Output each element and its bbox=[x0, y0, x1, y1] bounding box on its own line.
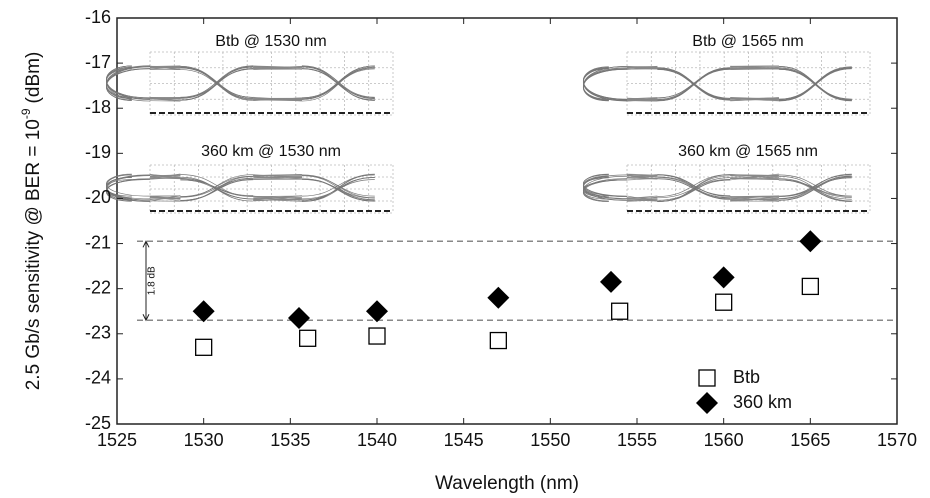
point bbox=[487, 287, 509, 309]
y-tick-label: -24 bbox=[85, 368, 111, 388]
inset-label: Btb @ 1530 nm bbox=[215, 33, 326, 50]
y-axis-label-unit: (dBm) bbox=[23, 52, 44, 104]
point bbox=[193, 300, 215, 322]
x-tick-label: 1530 bbox=[184, 430, 224, 450]
y-tick-label: -17 bbox=[85, 52, 111, 72]
y-tick-label: -22 bbox=[85, 277, 111, 297]
legend-label: 360 km bbox=[733, 392, 792, 412]
eye-trace bbox=[106, 69, 150, 100]
inset-label: 360 km @ 1530 nm bbox=[201, 143, 341, 160]
legend-marker bbox=[696, 392, 718, 414]
point bbox=[196, 339, 212, 355]
y-tick-label: -18 bbox=[85, 97, 111, 117]
y-axis-label-main: 2.5 Gb/s sensitivity @ BER = 10 bbox=[23, 119, 44, 390]
x-tick-label: 1570 bbox=[877, 430, 917, 450]
x-tick-label: 1550 bbox=[530, 430, 570, 450]
legend-marker bbox=[699, 370, 715, 386]
y-tick-label: -25 bbox=[85, 413, 111, 433]
x-tick-label: 1540 bbox=[357, 430, 397, 450]
y-axis-label: 2.5 Gb/s sensitivity @ BER = 10-9 (dBm) bbox=[19, 52, 44, 391]
point bbox=[288, 307, 310, 329]
y-tick-label: -16 bbox=[85, 7, 111, 27]
x-tick-label: 1525 bbox=[97, 430, 137, 450]
x-axis-label: Wavelength (nm) bbox=[435, 473, 579, 494]
point bbox=[713, 266, 735, 288]
point bbox=[300, 330, 316, 346]
point bbox=[369, 328, 385, 344]
point bbox=[490, 333, 506, 349]
point bbox=[802, 278, 818, 294]
point bbox=[600, 271, 622, 293]
legend-label: Btb bbox=[733, 367, 760, 387]
chart: Wavelength (nm) 2.5 Gb/s sensitivity @ B… bbox=[0, 0, 930, 498]
x-tick-label: 1560 bbox=[704, 430, 744, 450]
inset-label: Btb @ 1565 nm bbox=[692, 33, 803, 50]
point bbox=[612, 303, 628, 319]
y-tick-label: -19 bbox=[85, 142, 111, 162]
y-axis-label-group: 2.5 Gb/s sensitivity @ BER = 10-9 (dBm) bbox=[19, 52, 44, 391]
y-tick-label: -21 bbox=[85, 232, 111, 252]
y-tick-label: -23 bbox=[85, 323, 111, 343]
point bbox=[799, 230, 821, 252]
x-tick-label: 1555 bbox=[617, 430, 657, 450]
y-axis-label-exp: -9 bbox=[19, 108, 33, 119]
x-tick-label: 1535 bbox=[270, 430, 310, 450]
y-tick-label: -20 bbox=[85, 187, 111, 207]
x-tick-label: 1565 bbox=[790, 430, 830, 450]
point bbox=[716, 294, 732, 310]
inset-label: 360 km @ 1565 nm bbox=[678, 143, 818, 160]
x-tick-label: 1545 bbox=[444, 430, 484, 450]
point bbox=[366, 300, 388, 322]
annotation: 1.8 dB bbox=[147, 266, 158, 295]
